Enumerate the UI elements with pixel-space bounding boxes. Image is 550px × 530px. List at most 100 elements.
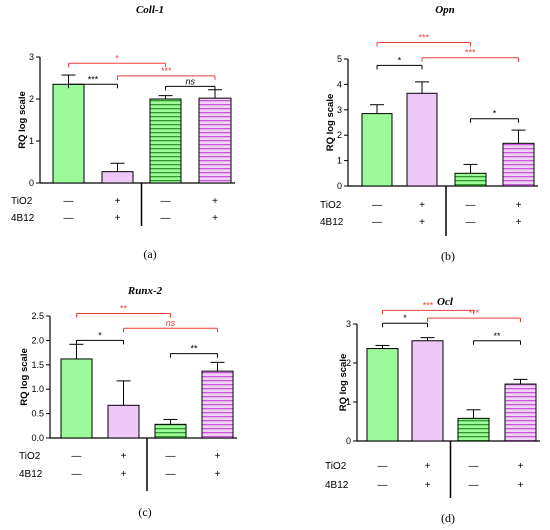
significance-label: ***: [423, 300, 434, 310]
condition-marker: —: [64, 213, 74, 224]
row-label-4b12: 4B12: [19, 469, 43, 480]
y-tick-label: 0: [337, 181, 342, 191]
bar-tio2-4b12: [502, 142, 535, 187]
condition-marker: +: [115, 196, 121, 207]
bar-4b12: [154, 423, 187, 439]
significance-label: ns: [185, 76, 195, 86]
y-tick-label: 3: [337, 105, 342, 115]
y-tick-label: 2: [337, 130, 342, 140]
y-tick-label: 0.5: [31, 409, 44, 419]
condition-marker: +: [115, 213, 121, 224]
condition-marker: —: [64, 196, 74, 207]
condition-marker: +: [516, 217, 522, 228]
y-tick-label: 1.0: [31, 384, 44, 394]
y-tick-label: 0.0: [31, 433, 44, 443]
y-tick-label: 2.5: [31, 311, 44, 321]
condition-marker: —: [378, 480, 388, 491]
panel-caption: (b): [441, 249, 455, 263]
condition-marker: —: [166, 451, 176, 462]
bar-tio2: [411, 340, 444, 442]
bar-tio2-4b12: [201, 370, 234, 439]
significance-label: **: [190, 344, 198, 354]
condition-marker: +: [425, 480, 431, 491]
condition-marker: —: [469, 461, 479, 472]
condition-marker: +: [518, 461, 524, 472]
row-label-tio2: TiO2: [19, 451, 41, 462]
significance-label: *: [115, 53, 119, 63]
condition-marker: +: [212, 213, 218, 224]
bar-4b12: [457, 417, 490, 442]
y-tick-label: 1: [346, 397, 351, 407]
condition-marker: —: [469, 480, 479, 491]
bar-none: [366, 348, 399, 442]
y-tick-label: 2: [346, 358, 351, 368]
significance-label: *: [98, 330, 102, 340]
condition-marker: +: [121, 469, 127, 480]
y-tick-label: 3: [346, 319, 351, 329]
row-label-4b12: 4B12: [320, 217, 344, 228]
bar-tio2: [406, 92, 438, 187]
chart-title: Coll-1: [136, 4, 164, 16]
condition-marker: +: [215, 451, 221, 462]
condition-marker: —: [161, 213, 171, 224]
bar-none: [361, 113, 393, 187]
significance-label: ***: [88, 74, 99, 84]
bar-tio2: [107, 404, 140, 439]
row-label-tio2: TiO2: [11, 196, 33, 207]
y-tick-label: 0: [29, 178, 34, 188]
condition-marker: —: [378, 461, 388, 472]
row-label-tio2: TiO2: [320, 200, 342, 211]
condition-marker: —: [466, 200, 476, 211]
y-tick-label: 5: [337, 54, 342, 64]
bar-tio2-4b12: [198, 97, 232, 184]
y-axis-label: RQ log scale: [17, 91, 28, 149]
significance-label: *: [493, 109, 497, 119]
bar-none: [52, 83, 85, 184]
bar-4b12: [454, 172, 487, 187]
significance-label: **: [493, 331, 501, 341]
bar-tio2: [101, 171, 134, 184]
y-axis-label: RQ log scale: [19, 348, 30, 406]
y-axis-label: RQ log scale: [338, 354, 349, 412]
significance-label: ***: [161, 66, 172, 76]
chart-panel-c: Runx-2 RQ log scale 0.0 0.5 1.0 1.5 2.0 2.5 ** ns…: [19, 285, 237, 519]
y-tick-label: 1: [29, 136, 34, 146]
condition-marker: +: [419, 200, 425, 211]
y-tick-label: 2: [29, 94, 34, 104]
condition-marker: +: [121, 451, 127, 462]
y-tick-label: 1: [337, 156, 342, 166]
panel-caption: (c): [138, 505, 151, 519]
condition-marker: —: [161, 196, 171, 207]
condition-marker: +: [516, 200, 522, 211]
y-tick-label: 4: [337, 79, 342, 89]
condition-marker: +: [212, 196, 218, 207]
condition-marker: —: [372, 200, 382, 211]
condition-marker: +: [425, 461, 431, 472]
y-tick-label: 0: [346, 436, 351, 446]
significance-label: **: [120, 304, 128, 314]
row-label-4b12: 4B12: [11, 213, 35, 224]
significance-label: ns: [166, 318, 176, 328]
y-tick-label: 2.0: [31, 335, 44, 345]
y-tick-label: 3: [29, 52, 34, 62]
significance-label: *: [398, 55, 402, 65]
condition-marker: +: [215, 469, 221, 480]
condition-marker: —: [372, 217, 382, 228]
significance-label: *: [403, 313, 407, 323]
chart-title: Ocl: [437, 296, 454, 308]
y-axis-label: RQ log scale: [325, 94, 336, 152]
significance-label: ***: [418, 32, 429, 42]
condition-marker: —: [466, 217, 476, 228]
bar-none: [60, 358, 93, 439]
panel-caption: (a): [143, 247, 156, 261]
row-label-4b12: 4B12: [325, 480, 349, 491]
condition-marker: +: [419, 217, 425, 228]
condition-marker: —: [72, 469, 82, 480]
condition-marker: —: [166, 469, 176, 480]
chart-title: Opn: [435, 4, 455, 16]
significance-label: ***: [469, 308, 480, 318]
y-tick-label: 1.5: [31, 360, 44, 370]
